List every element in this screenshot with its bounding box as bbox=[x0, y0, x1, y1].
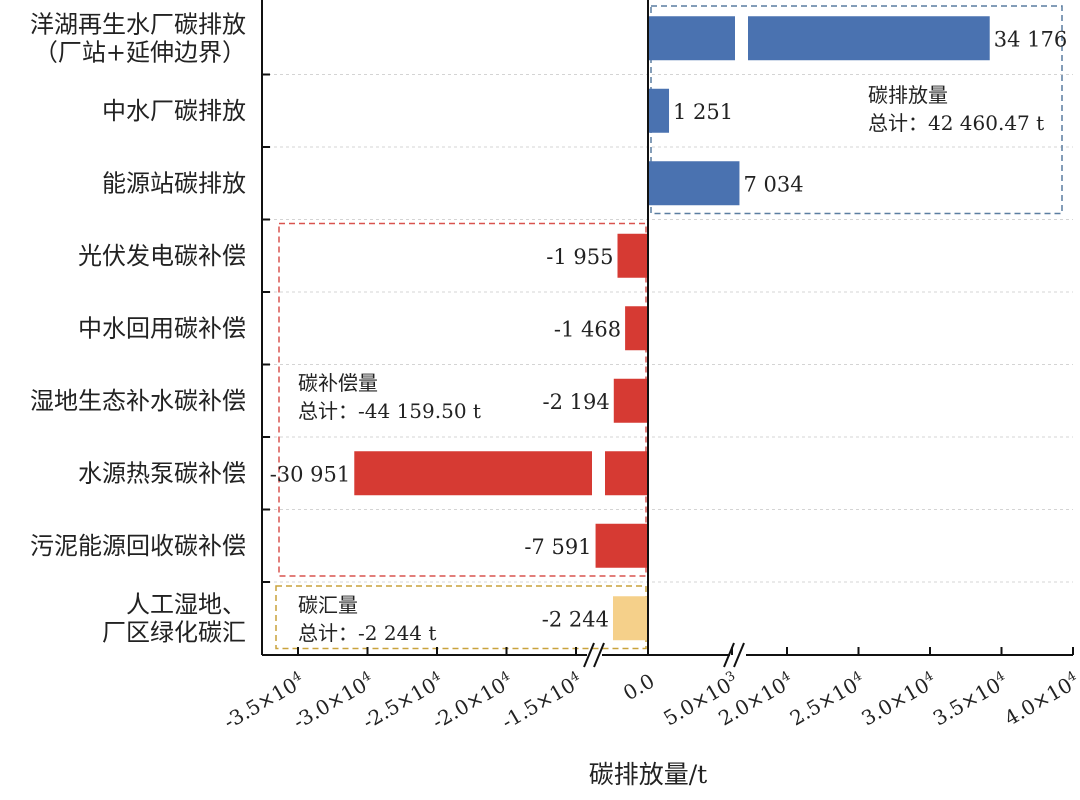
axis-break-mark bbox=[593, 642, 605, 668]
bar bbox=[648, 16, 735, 61]
grid-lines bbox=[262, 74, 1073, 583]
axis-break-mark bbox=[733, 642, 745, 668]
category-label: （厂站+延伸边界） bbox=[34, 38, 246, 66]
x-tick-labels: -3.5×104-3.0×104-2.5×104-2.0×104-1.5×104… bbox=[219, 669, 1080, 734]
group-title-compensation: 碳补偿量 bbox=[298, 371, 378, 395]
category-label: 水源热泵碳补偿 bbox=[78, 459, 246, 487]
category-label: 湿地生态补水碳补偿 bbox=[30, 387, 246, 415]
value-label: -30 951 bbox=[270, 462, 351, 486]
x-tick-label: 0.0 bbox=[619, 669, 659, 706]
category-label: 能源站碳排放 bbox=[102, 169, 246, 197]
bar bbox=[625, 306, 648, 351]
group-total-emission: 总计：42 460.47 t bbox=[868, 111, 1044, 135]
category-label: 污泥能源回收碳补偿 bbox=[30, 532, 246, 560]
category-label: 中水厂碳排放 bbox=[102, 97, 246, 125]
bar bbox=[617, 233, 648, 278]
category-label: 厂区绿化碳汇 bbox=[102, 618, 246, 646]
bar bbox=[354, 451, 592, 496]
group-total-sink: 总计：-2 244 t bbox=[298, 621, 436, 645]
value-label: -7 591 bbox=[524, 535, 591, 559]
bar bbox=[748, 16, 990, 61]
category-label: 光伏发电碳补偿 bbox=[78, 242, 246, 270]
value-labels: 34 176 1 251 7 034 -1 955 -1 468 -2 194 -30 95… bbox=[270, 27, 1067, 631]
axes bbox=[261, 0, 1074, 668]
x-tick-label: 3.5×104 bbox=[929, 669, 1012, 731]
value-label: -2 244 bbox=[542, 607, 609, 631]
bar bbox=[613, 378, 648, 423]
category-label: 洋湖再生水厂碳排放 bbox=[30, 10, 246, 38]
x-tick-label: 2.5×104 bbox=[786, 669, 869, 731]
group-title-sink: 碳汇量 bbox=[298, 593, 358, 617]
group-title-emission: 碳排放量 bbox=[868, 83, 948, 107]
x-tick-label: 4.0×104 bbox=[1000, 669, 1080, 731]
value-label: -1 955 bbox=[546, 245, 613, 269]
value-label: 7 034 bbox=[743, 172, 803, 196]
x-tick-label: 3.0×104 bbox=[857, 669, 940, 731]
value-label: -2 194 bbox=[543, 390, 610, 414]
bar bbox=[605, 451, 648, 496]
x-axis-label: 碳排放量/t bbox=[589, 760, 707, 789]
bar bbox=[648, 88, 670, 133]
category-label: 中水回用碳补偿 bbox=[78, 314, 246, 342]
x-tick-label: -1.5×104 bbox=[497, 669, 586, 734]
bar bbox=[612, 596, 648, 641]
bars bbox=[354, 16, 990, 641]
category-label: 人工湿地、 bbox=[126, 590, 246, 618]
category-labels: 洋湖再生水厂碳排放（厂站+延伸边界） 中水厂碳排放能源站碳排放光伏发电碳补偿中水回… bbox=[30, 10, 246, 646]
bar bbox=[595, 523, 648, 568]
axis-break-mark bbox=[583, 642, 595, 668]
group-total-compensation: 总计：-44 159.50 t bbox=[298, 399, 481, 423]
value-label: -1 468 bbox=[554, 317, 621, 341]
bar bbox=[648, 161, 740, 206]
value-label: 34 176 bbox=[994, 27, 1067, 51]
value-label: 1 251 bbox=[673, 100, 733, 124]
